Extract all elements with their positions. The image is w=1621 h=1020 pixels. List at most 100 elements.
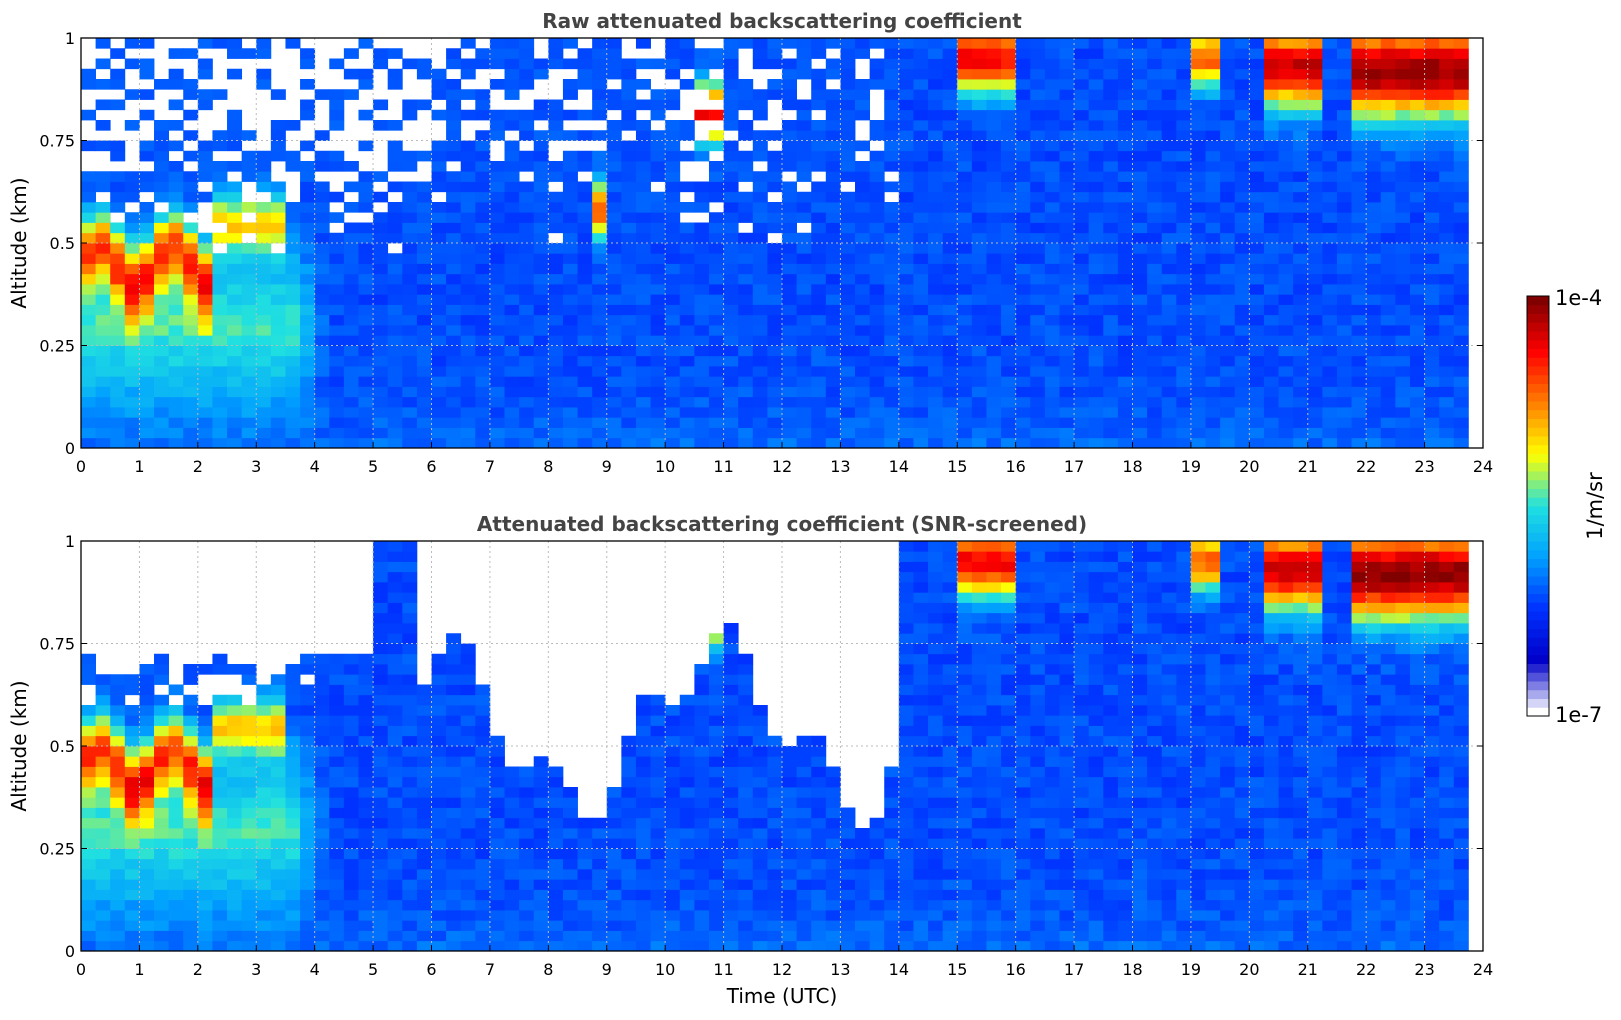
- heatmap-cell: [592, 437, 608, 449]
- heatmap-cell: [1263, 140, 1279, 152]
- heatmap-cell: [1015, 386, 1031, 398]
- heatmap-cell: [387, 304, 403, 316]
- heatmap-cell: [694, 253, 710, 264]
- heatmap-cell: [884, 222, 900, 234]
- heatmap-cell: [1307, 89, 1323, 100]
- heatmap-cell: [723, 366, 739, 377]
- heatmap-cell: [270, 222, 286, 234]
- heatmap-cell: [548, 109, 564, 121]
- heatmap-cell: [402, 253, 418, 264]
- heatmap-cell: [782, 797, 797, 808]
- heatmap-cell: [519, 58, 535, 70]
- heatmap-cell: [95, 684, 111, 696]
- heatmap-cell: [227, 325, 243, 336]
- heatmap-cell: [782, 304, 797, 316]
- heatmap-cell: [1190, 376, 1206, 387]
- heatmap-cell: [592, 212, 608, 223]
- heatmap-cell: [212, 930, 228, 942]
- heatmap-cell: [402, 355, 418, 367]
- heatmap-cell: [1307, 417, 1323, 428]
- heatmap-cell: [212, 725, 228, 737]
- heatmap-cell: [1351, 68, 1367, 80]
- heatmap-cell: [110, 746, 126, 757]
- heatmap-cell: [227, 284, 243, 295]
- heatmap-cell: [1161, 366, 1177, 377]
- heatmap-cell: [1015, 366, 1031, 377]
- heatmap-cell: [752, 253, 768, 264]
- heatmap-cell: [884, 766, 900, 778]
- heatmap-cell: [314, 930, 330, 942]
- heatmap-cell: [635, 869, 651, 880]
- heatmap-cell: [1322, 38, 1338, 49]
- heatmap-cell: [650, 99, 666, 111]
- heatmap-cell: [1336, 335, 1352, 346]
- heatmap-cell: [227, 725, 243, 737]
- heatmap-cell: [256, 68, 272, 80]
- heatmap-cell: [752, 828, 768, 839]
- heatmap-cell: [694, 304, 710, 316]
- heatmap-cell: [154, 889, 170, 901]
- heatmap-cell: [1249, 304, 1265, 316]
- heatmap-cell: [504, 869, 520, 880]
- heatmap-cell: [387, 253, 403, 264]
- heatmap-cell: [81, 181, 96, 193]
- heatmap-cell: [256, 427, 272, 439]
- heatmap-cell: [358, 787, 374, 798]
- heatmap-cell: [694, 335, 710, 346]
- heatmap-cell: [1205, 89, 1221, 100]
- heatmap-cell: [387, 940, 403, 952]
- heatmap-cell: [1380, 181, 1396, 193]
- heatmap-cell: [373, 58, 389, 70]
- heatmap-cell: [694, 735, 710, 747]
- heatmap-cell: [1293, 38, 1309, 49]
- heatmap-cell: [373, 386, 389, 398]
- heatmap-cell: [431, 273, 447, 285]
- heatmap-cell: [81, 848, 96, 860]
- heatmap-cell: [1453, 437, 1469, 449]
- heatmap-cell: [519, 828, 535, 839]
- x-tick-label: 22: [1356, 457, 1376, 476]
- heatmap-cell: [694, 705, 710, 716]
- heatmap-cell: [621, 325, 637, 336]
- heatmap-cell: [898, 58, 914, 70]
- heatmap-cell: [329, 396, 345, 408]
- heatmap-cell: [329, 664, 345, 675]
- heatmap-cell: [212, 694, 228, 706]
- heatmap-cell: [1132, 407, 1148, 418]
- heatmap-cell: [1176, 109, 1192, 121]
- heatmap-cell: [197, 746, 213, 757]
- heatmap-cell: [460, 838, 476, 849]
- heatmap-cell: [665, 171, 681, 182]
- heatmap-cell: [533, 109, 549, 121]
- heatmap-cell: [475, 58, 491, 70]
- heatmap-cell: [1366, 222, 1382, 234]
- heatmap-cell: [489, 130, 505, 141]
- heatmap-cell: [884, 181, 900, 193]
- heatmap-cell: [1380, 253, 1396, 264]
- heatmap-cell: [796, 212, 812, 223]
- heatmap-cell: [606, 417, 622, 428]
- heatmap-cell: [343, 68, 359, 80]
- heatmap-cell: [1059, 386, 1075, 398]
- heatmap-cell: [446, 817, 462, 829]
- heatmap-cell: [577, 181, 593, 193]
- heatmap-cell: [402, 571, 418, 583]
- heatmap-cell: [928, 212, 944, 223]
- heatmap-cell: [723, 89, 739, 100]
- heatmap-cell: [1263, 68, 1279, 80]
- heatmap-cell: [679, 735, 695, 747]
- heatmap-cell: [1088, 191, 1104, 203]
- heatmap-cell: [1453, 273, 1469, 285]
- heatmap-cell: [475, 427, 491, 439]
- heatmap-cell: [869, 828, 885, 839]
- heatmap-cell: [533, 920, 549, 931]
- heatmap-cell: [95, 869, 111, 880]
- heatmap-cell: [723, 848, 739, 860]
- heatmap-cell: [1424, 38, 1440, 49]
- panel-screened: Attenuated backscattering coefficient (S…: [7, 512, 1493, 1008]
- heatmap-cell: [373, 407, 389, 418]
- heatmap-cell: [723, 725, 739, 737]
- heatmap-cell: [343, 243, 359, 254]
- heatmap-cell: [884, 838, 900, 849]
- heatmap-cell: [971, 99, 987, 111]
